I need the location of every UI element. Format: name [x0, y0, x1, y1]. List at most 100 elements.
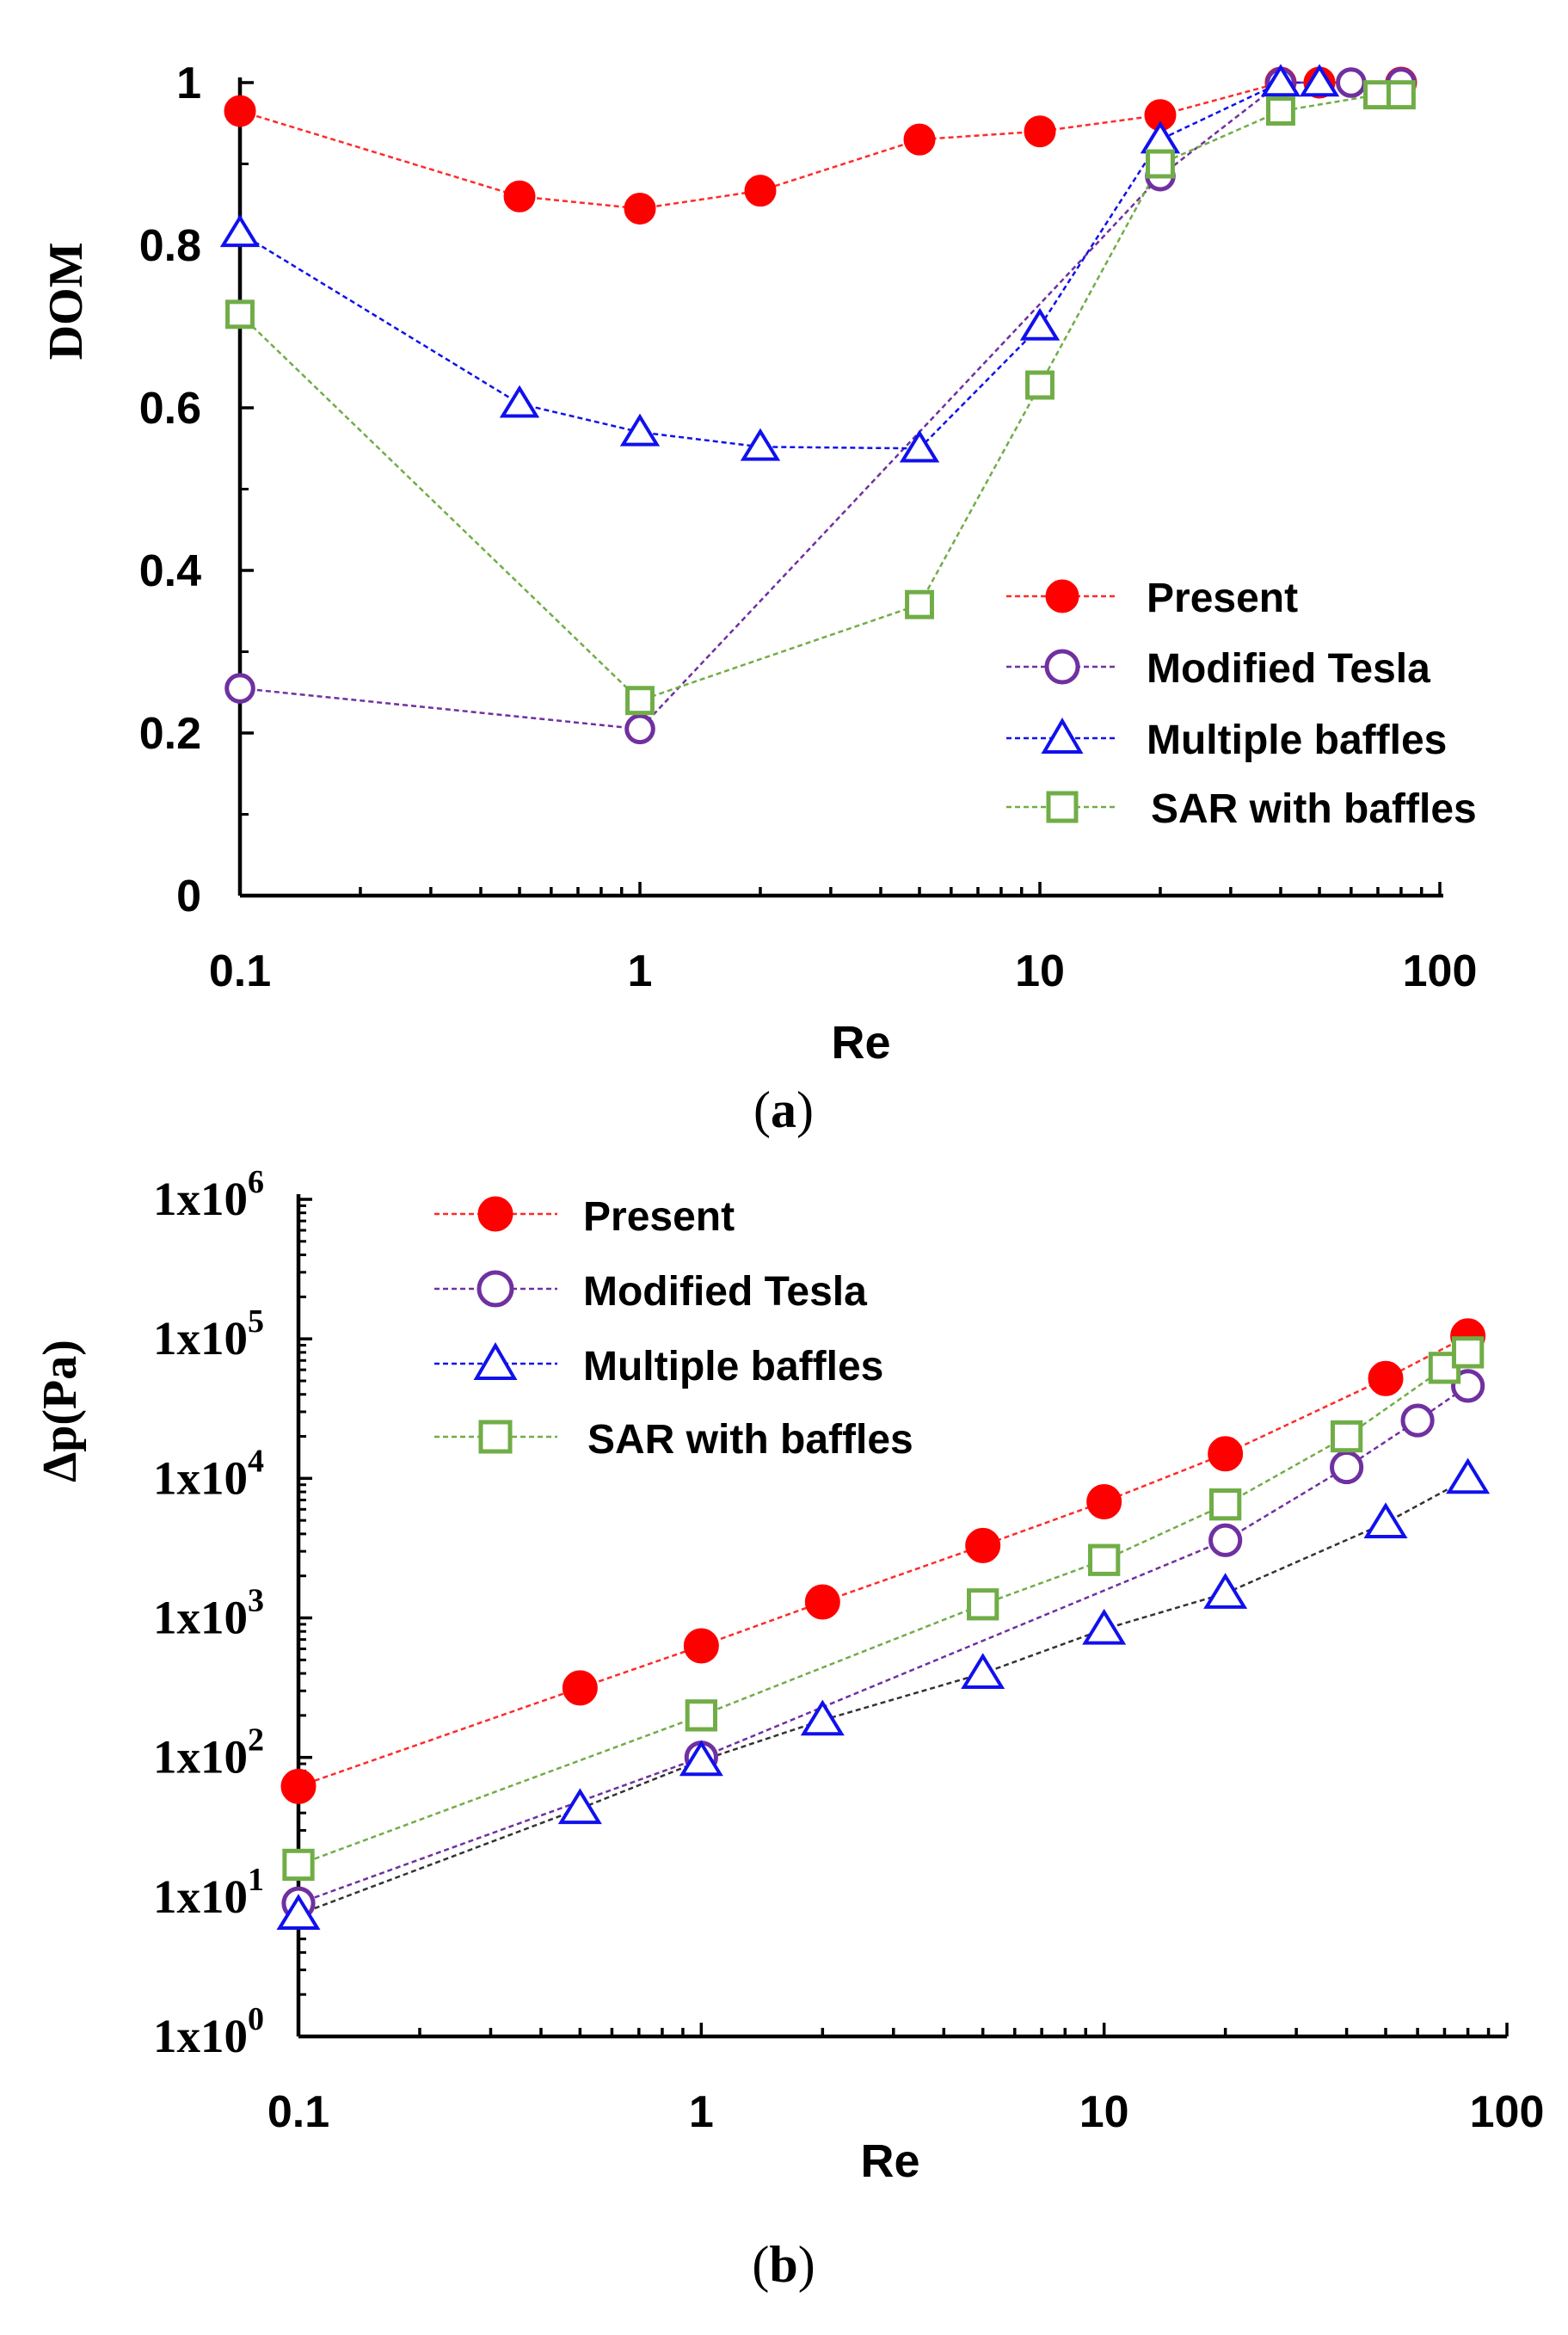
b-y-tick-exp: 1 [248, 1862, 264, 1898]
b-point-modified-tesla [1400, 1403, 1435, 1438]
b-point-modified-tesla [1330, 1450, 1364, 1485]
legend-b-entry-present: Present [434, 1194, 735, 1240]
a-point-sar-with-baffles [1386, 80, 1416, 110]
a-point-present [503, 180, 536, 213]
a-point-sar-with-baffles [1146, 149, 1175, 179]
panel-a-legend: Present Modified Tesla Multiple baffles … [1006, 576, 1477, 832]
b-point-sar-with-baffles [1451, 1336, 1485, 1369]
a-point-present [224, 95, 256, 127]
legend-open-circle-marker [1044, 649, 1080, 685]
b-point-sar-with-baffles [685, 1699, 717, 1732]
panel-a-y-tick-labels: 0 0.2 0.4 0.6 0.8 1 [139, 59, 201, 921]
a-point-sar-with-baffles [905, 589, 934, 619]
b-y-tick-label: 1x103 [153, 1583, 264, 1644]
a-y-tick-label: 1 [176, 59, 201, 108]
b-x-tick-label: 1 [689, 2087, 714, 2137]
b-series-line-sar-with-baffles [298, 1351, 1469, 1866]
legend-b-label-present: Present [583, 1194, 735, 1240]
panel-b-axes [296, 1194, 1509, 2039]
b-y-tick-label: 1x102 [153, 1722, 264, 1784]
b-point-modified-tesla [1208, 1523, 1243, 1557]
legend-entry-modified-tesla: Modified Tesla [1006, 646, 1430, 692]
b-point-present [804, 1584, 840, 1620]
legend-filled-circle-marker [1045, 579, 1079, 613]
b-point-sar-with-baffles [282, 1848, 315, 1882]
b-y-tick-base: 1x10 [153, 1451, 248, 1504]
b-x-tick-label: 0.1 [267, 2087, 329, 2137]
a-series-line-sar-with-baffles [239, 93, 1401, 702]
panel-a: 0 0.2 0.4 0.6 0.8 1 0.1 1 10 100 Re DOM Present … [40, 59, 1477, 1138]
legend-entry-multiple-baffles: Multiple baffles [1006, 718, 1447, 763]
panel-a-plot [219, 64, 1443, 898]
panel-b-markers [276, 1318, 1491, 1931]
b-point-multiple-baffles [1082, 1608, 1127, 1645]
panel-a-axes [237, 77, 1443, 898]
legend-b-label-sar-with-baffles: SAR with baffles [587, 1417, 913, 1463]
a-point-sar-with-baffles [1025, 370, 1055, 400]
legend-b-label-modified-tesla: Modified Tesla [583, 1269, 867, 1315]
legend-b-entry-modified-tesla: Modified Tesla [434, 1269, 867, 1315]
a-point-present [1024, 115, 1056, 148]
b-x-tick-label: 100 [1470, 2087, 1545, 2137]
panel-b-x-tick-labels: 0.1 1 10 100 [267, 2087, 1545, 2137]
panel-b-letter: b [769, 2236, 797, 2293]
legend-label-sar-with-baffles: SAR with baffles [1151, 786, 1477, 832]
legend-entry-sar-with-baffles: SAR with baffles [1006, 786, 1477, 832]
b-y-tick-base: 1x10 [153, 1592, 248, 1644]
b-point-multiple-baffles [1203, 1573, 1248, 1609]
b-y-tick-label: 1x106 [153, 1164, 264, 1225]
a-point-modified-tesla [224, 673, 255, 704]
a-y-tick-label: 0 [176, 872, 201, 921]
legend-open-square-marker [1046, 791, 1079, 823]
panel-b-plot [276, 1194, 1509, 2039]
panel-a-caption: (a) [753, 1081, 814, 1138]
b-point-present [965, 1527, 1001, 1563]
b-y-tick-base: 1x10 [153, 1870, 248, 1923]
b-y-tick-base: 1x10 [153, 1312, 248, 1365]
a-point-sar-with-baffles [225, 299, 255, 330]
a-point-sar-with-baffles [1266, 96, 1295, 126]
legend-entry-present: Present [1006, 576, 1298, 621]
legend-b-label-multiple-baffles: Multiple baffles [583, 1344, 883, 1389]
b-y-tick-base: 1x10 [153, 2010, 248, 2062]
b-point-multiple-baffles [276, 1894, 321, 1931]
legend-b-filled-circle-marker [477, 1196, 513, 1232]
b-y-tick-exp: 2 [248, 1722, 264, 1759]
b-point-present [280, 1768, 317, 1804]
b-point-multiple-baffles [1363, 1502, 1408, 1538]
a-x-tick-label: 1 [628, 946, 653, 996]
b-y-tick-label: 1x100 [153, 2001, 264, 2062]
a-point-multiple-baffles [1260, 64, 1301, 97]
legend-open-triangle-marker [1041, 718, 1084, 754]
b-point-present [1368, 1360, 1404, 1396]
a-y-tick-label: 0.4 [139, 546, 201, 596]
panel-b-x-axis-label: Re [860, 2135, 919, 2187]
b-y-tick-exp: 5 [248, 1303, 264, 1340]
legend-b-entry-multiple-baffles: Multiple baffles [434, 1342, 883, 1389]
b-point-multiple-baffles [800, 1699, 845, 1736]
b-point-present [1086, 1483, 1122, 1519]
a-point-multiple-baffles [899, 429, 940, 463]
a-point-present [744, 175, 777, 207]
panel-a-markers [219, 64, 1417, 745]
b-point-present [683, 1628, 719, 1664]
a-point-multiple-baffles [1019, 307, 1061, 341]
b-y-tick-exp: 3 [248, 1583, 264, 1619]
panel-b-y-axis-label: Δp(Pa) [34, 1340, 87, 1482]
a-point-present [903, 123, 936, 156]
a-point-multiple-baffles [740, 428, 781, 461]
b-y-tick-exp: 0 [248, 2001, 264, 2037]
legend-label-modified-tesla: Modified Tesla [1147, 646, 1430, 692]
b-point-multiple-baffles [1446, 1457, 1491, 1494]
b-y-tick-base: 1x10 [153, 1731, 248, 1784]
b-point-sar-with-baffles [967, 1588, 999, 1621]
panel-a-y-axis-label: DOM [40, 243, 93, 360]
a-x-tick-label: 0.1 [209, 946, 271, 996]
b-point-multiple-baffles [961, 1653, 1005, 1689]
legend-label-multiple-baffles: Multiple baffles [1147, 718, 1447, 763]
b-y-tick-exp: 4 [248, 1443, 264, 1479]
a-x-tick-label: 10 [1015, 946, 1065, 996]
b-point-present [1208, 1436, 1244, 1472]
